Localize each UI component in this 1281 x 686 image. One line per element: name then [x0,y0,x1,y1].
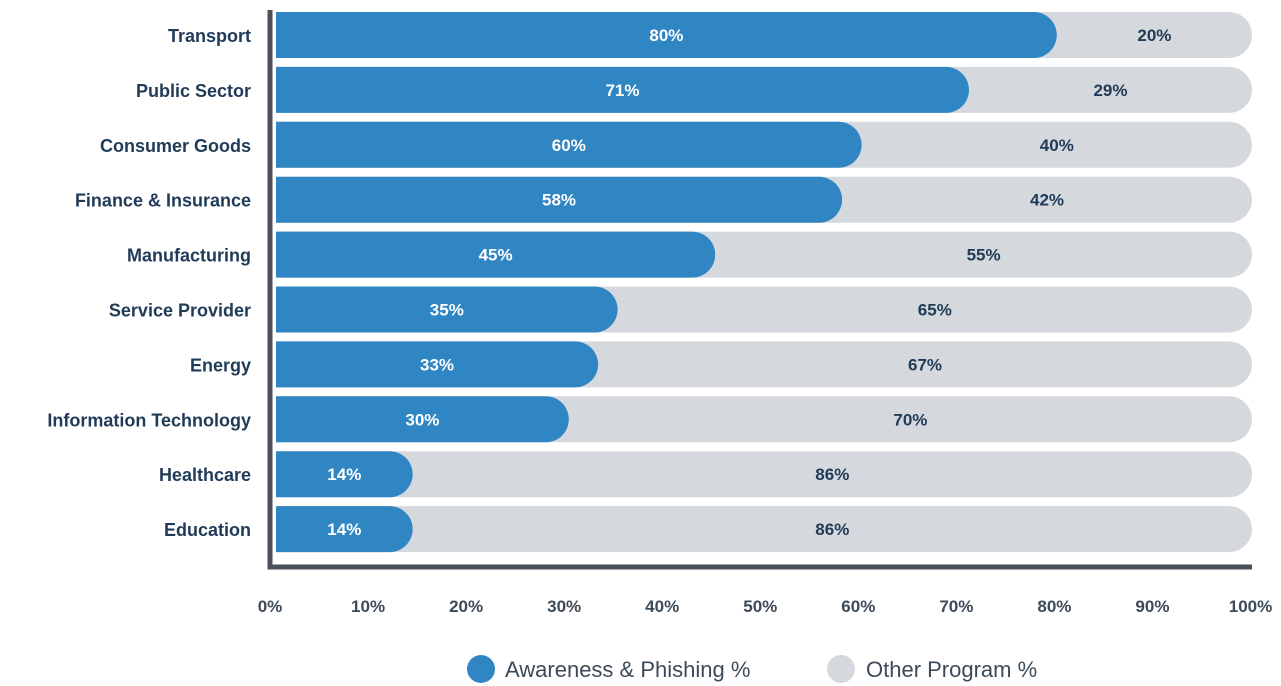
category-label-healthcare: Healthcare [159,465,251,485]
data-label-other-information-technology: 70% [893,410,927,429]
data-label-awareness-consumer-goods: 60% [552,136,586,155]
bars-layer: 80% 20% 71% 29% 60% 40% 58% 42% 45% 55% 35% 65% 33% 6… [276,12,1252,553]
bar-awareness-phishing-healthcare [276,451,413,498]
x-tick-label-50: 50% [743,597,777,616]
category-label-finance-insurance: Finance & Insurance [75,191,251,211]
x-tick-label-40: 40% [645,597,679,616]
data-label-other-finance-insurance: 42% [1030,191,1064,210]
bar-other-program-healthcare [276,451,1252,498]
data-label-awareness-public-sector: 71% [605,81,639,100]
data-label-awareness-healthcare: 14% [327,465,361,484]
bar-awareness-phishing-information-technology [276,396,569,443]
axes [267,10,1252,570]
x-tick-label-100: 100% [1229,597,1272,616]
data-label-other-education: 86% [815,520,849,539]
legend-label-other-program: Other Program % [866,657,1037,682]
data-label-awareness-information-technology: 30% [405,410,439,429]
x-tick-label-80: 80% [1037,597,1071,616]
data-label-other-manufacturing: 55% [967,246,1001,265]
bar-awareness-phishing-education [276,506,413,553]
bar-awareness-phishing-consumer-goods [276,121,862,168]
data-label-other-service-provider: 65% [918,301,952,320]
data-label-awareness-manufacturing: 45% [479,246,513,265]
x-tick-label-10: 10% [351,597,385,616]
legend: Awareness & Phishing % Other Program % [467,655,1037,683]
data-label-other-consumer-goods: 40% [1040,136,1074,155]
bar-awareness-phishing-public-sector [276,66,969,113]
bar-awareness-phishing-finance-insurance [276,176,843,223]
category-label-information-technology: Information Technology [47,410,251,430]
category-label-manufacturing: Manufacturing [127,246,251,266]
x-tick-label-0: 0% [258,597,283,616]
data-label-awareness-education: 14% [327,520,361,539]
data-label-other-energy: 67% [908,355,942,374]
bar-awareness-phishing-transport [276,12,1057,59]
legend-swatch-other-program [827,655,855,683]
x-tick-labels: 0% 10% 20% 30% 40% 50% 60% 70% 80% 90% 100% [258,597,1273,616]
x-tick-label-90: 90% [1135,597,1169,616]
category-label-public-sector: Public Sector [136,81,251,101]
data-label-awareness-transport: 80% [649,26,683,45]
data-label-other-public-sector: 29% [1093,81,1127,100]
x-tick-label-70: 70% [939,597,973,616]
category-label-consumer-goods: Consumer Goods [100,136,251,156]
data-label-awareness-energy: 33% [420,355,454,374]
data-label-other-transport: 20% [1137,26,1171,45]
category-labels: Transport Public Sector Consumer Goods Fina… [47,26,251,540]
legend-label-awareness-phishing: Awareness & Phishing % [505,657,750,682]
bar-awareness-phishing-service-provider [276,286,618,333]
category-label-transport: Transport [168,26,251,46]
data-label-other-healthcare: 86% [815,465,849,484]
bar-awareness-phishing-manufacturing [276,231,716,278]
x-tick-label-30: 30% [547,597,581,616]
legend-swatch-awareness-phishing [467,655,495,683]
category-label-education: Education [164,520,251,540]
bar-other-program-education [276,506,1252,553]
data-label-awareness-service-provider: 35% [430,301,464,320]
bar-awareness-phishing-energy [276,341,599,388]
category-label-energy: Energy [190,355,251,375]
data-label-awareness-finance-insurance: 58% [542,191,576,210]
category-label-service-provider: Service Provider [109,301,251,321]
x-tick-label-20: 20% [449,597,483,616]
x-tick-label-60: 60% [841,597,875,616]
